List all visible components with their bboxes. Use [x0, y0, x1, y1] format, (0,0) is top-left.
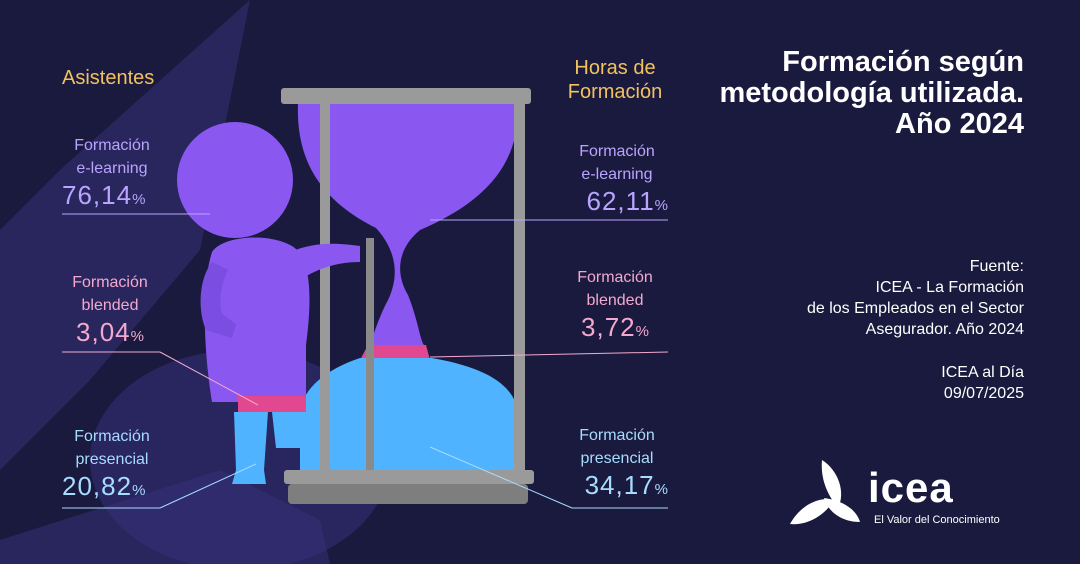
asistentes-blended: Formación blended 3,04%: [62, 271, 158, 352]
horas-presencial: Formación presencial 34,17%: [566, 424, 668, 505]
horas-header-line1: Horas de: [574, 57, 656, 79]
figure-band-blended: [238, 396, 306, 412]
figure-leg-left: [232, 412, 268, 484]
source-block: Fuente: ICEA - La Formación de los Emple…: [694, 256, 1024, 340]
logo-leaf-top: [821, 460, 842, 508]
horas-header-line2: Formación: [567, 81, 663, 103]
hourglass-base: [288, 484, 528, 504]
figure-head: [177, 122, 293, 238]
publication-name: ICEA al Día: [941, 364, 1024, 381]
logo-leaf-left: [790, 499, 834, 525]
horas-elearning-value: 62,11%: [586, 186, 668, 216]
horas-presencial-label1: Formación: [579, 427, 655, 444]
hourglass-left-inner-post: [366, 238, 374, 478]
sand-blended: [360, 345, 430, 360]
asistentes-elearning-value: 76,14%: [62, 180, 146, 210]
asistentes-elearning: Formación e-learning 76,14%: [62, 134, 162, 215]
figure-leg-right: [272, 412, 304, 448]
source-line2: de los Empleados en el Sector: [806, 300, 1024, 317]
hourglass-left-post: [320, 100, 330, 478]
logo-leaf-right: [824, 498, 860, 522]
horas-blended-label1: Formación: [577, 269, 653, 286]
leader-horas-blended: [429, 351, 669, 358]
horas-presencial-value: 34,17%: [584, 470, 668, 500]
horas-blended-label2: blended: [586, 292, 644, 309]
asistentes-presencial-label1: Formación: [74, 428, 150, 445]
icea-logo-mark: [790, 460, 860, 525]
asistentes-presencial-label2: presencial: [75, 451, 149, 468]
asistentes-elearning-label2: e-learning: [76, 160, 148, 177]
horas-blended: Formación blended 3,72%: [566, 266, 664, 347]
figure: [177, 122, 360, 484]
leader-asistentes-presencial-slope: [159, 463, 257, 509]
hourglass-right-post: [514, 100, 525, 478]
sand-presencial: [300, 358, 518, 470]
asistentes-elearning-label1: Formación: [74, 137, 150, 154]
hourglass: [281, 88, 534, 504]
sand-elearning: [297, 104, 519, 345]
publication-date: 09/07/2025: [943, 385, 1024, 402]
asistentes-presencial-value: 20,82%: [62, 471, 146, 501]
asistentes-blended-label1: Formación: [72, 274, 148, 291]
page-title: Formación según metodología utilizada. A…: [719, 46, 1024, 140]
horas-elearning-label1: Formación: [579, 143, 655, 160]
hourglass-top-plate: [281, 88, 531, 104]
horas-elearning-label2: e-learning: [581, 166, 653, 183]
asistentes-blended-value: 3,04%: [76, 317, 144, 347]
asistentes-header: Asistentes: [62, 67, 155, 89]
source-line3: Asegurador. Año 2024: [865, 321, 1024, 338]
asistentes-blended-label2: blended: [81, 297, 139, 314]
asistentes-presencial: Formación presencial 20,82%: [62, 425, 162, 506]
figure-arm-left: [200, 262, 236, 338]
leader-lines: [62, 213, 669, 509]
horas-header: Horas de Formación: [560, 56, 670, 104]
source-line1: ICEA - La Formación: [875, 279, 1025, 296]
logo-tagline: El Valor del Conocimiento: [874, 514, 1000, 526]
hourglass-bottom-plate: [284, 470, 534, 484]
logo-wordmark: icea: [868, 464, 954, 511]
publication-block: ICEA al Día 09/07/2025: [694, 362, 1024, 404]
figure-body: [204, 237, 310, 402]
figure-arm-right: [290, 243, 360, 280]
horas-blended-value: 3,72%: [581, 312, 649, 342]
horas-elearning: Formación e-learning 62,11%: [566, 140, 668, 221]
leader-asistentes-blended-slope: [159, 351, 259, 406]
source-label: Fuente:: [969, 258, 1024, 275]
horas-presencial-label2: presencial: [580, 450, 654, 467]
leader-horas-presencial-slope: [429, 446, 573, 509]
